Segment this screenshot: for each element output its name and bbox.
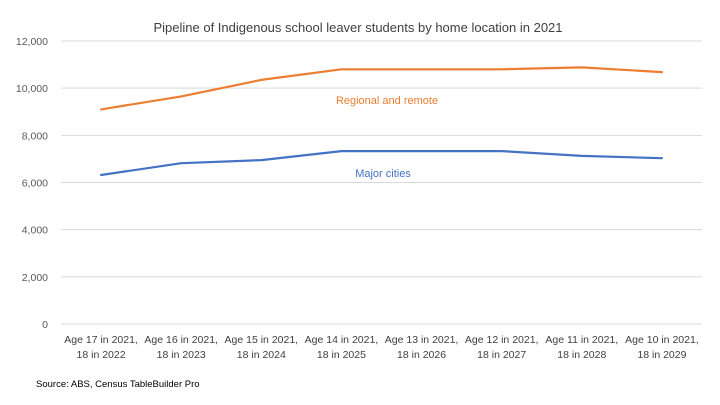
x-tick-label: Age 14 in 2021, 18 in 2025 [305, 334, 379, 361]
series-label-regional-and-remote: Regional and remote [336, 95, 438, 107]
x-tick-label: Age 15 in 2021, 18 in 2024 [225, 334, 299, 361]
series-labels: Regional and remote Major cities [336, 95, 438, 180]
y-tick-label: 10,000 [16, 83, 48, 95]
x-tick-label: Age 10 in 2021, 18 in 2029 [625, 334, 699, 361]
gridlines [61, 40, 702, 278]
series-label-major-cities: Major cities [355, 168, 411, 180]
x-tick-label: Age 16 in 2021, 18 in 2023 [144, 334, 218, 361]
y-tick-label: 12,000 [16, 36, 48, 48]
series-line-major-cities [99, 150, 664, 177]
y-tick-label: 8,000 [22, 130, 48, 142]
x-tick-label: Age 13 in 2021, 18 in 2026 [385, 334, 459, 361]
chart-title: Pipeline of Indigenous school leaver stu… [153, 20, 562, 35]
series-line-regional-and-remote [99, 66, 664, 111]
source-note: Source: ABS, Census TableBuilder Pro [36, 379, 200, 390]
x-tick-label: Age 12 in 2021, 18 in 2027 [465, 334, 539, 361]
y-tick-label: 6,000 [22, 178, 48, 190]
y-axis-tick-labels: 0 2,000 4,000 6,000 8,000 10,000 12,000 [16, 36, 48, 331]
x-tick-label: Age 17 in 2021, 18 in 2022 [64, 334, 138, 361]
y-tick-label: 0 [42, 319, 48, 331]
y-tick-label: 2,000 [22, 272, 48, 284]
x-tick-label: Age 11 in 2021, 18 in 2028 [545, 334, 618, 361]
y-tick-label: 4,000 [22, 225, 48, 237]
series-lines [99, 66, 664, 177]
